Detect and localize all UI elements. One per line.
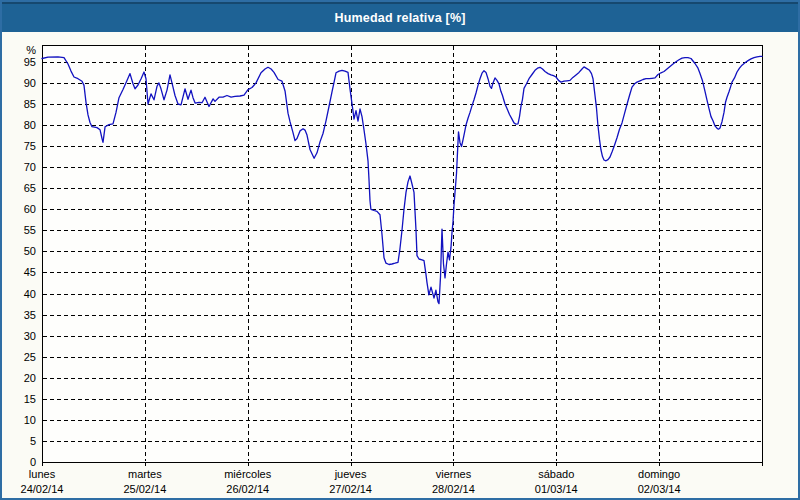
y-axis-tick-label: 60 bbox=[24, 203, 36, 215]
x-axis-date-label: 25/02/14 bbox=[123, 483, 166, 495]
y-axis-tick-label: 35 bbox=[24, 309, 36, 321]
x-axis-day-label: domingo bbox=[638, 468, 680, 480]
y-axis-tick-label: 50 bbox=[24, 245, 36, 257]
chart-window: Humedad relativa [%] 0 5 10 15 20 25 30 35 40 45 5… bbox=[0, 0, 800, 500]
x-axis-day-label: viernes bbox=[436, 468, 472, 480]
x-axis-day-label: lunes bbox=[29, 468, 56, 480]
x-axis-date-label: 02/03/14 bbox=[638, 483, 681, 495]
y-axis-tick-label: 65 bbox=[24, 182, 36, 194]
y-axis-tick-label: 70 bbox=[24, 161, 36, 173]
y-axis-unit-label: % bbox=[26, 44, 36, 56]
humidity-chart: 0 5 10 15 20 25 30 35 40 45 50 55 60 65 70 75 80 85 90 95% l… bbox=[2, 32, 800, 500]
y-axis-tick-label: 20 bbox=[24, 372, 36, 384]
y-axis-tick-label: 45 bbox=[24, 266, 36, 278]
y-axis-tick-label: 15 bbox=[24, 393, 36, 405]
x-axis-date-label: 28/02/14 bbox=[432, 483, 475, 495]
y-axis-tick-label: 40 bbox=[24, 288, 36, 300]
x-axis-date-label: 01/03/14 bbox=[535, 483, 578, 495]
y-axis-tick-label: 25 bbox=[24, 351, 36, 363]
plot-border bbox=[43, 46, 763, 463]
y-axis-tick-label: 5 bbox=[30, 435, 36, 447]
x-axis-date-label: 24/02/14 bbox=[21, 483, 64, 495]
y-axis-tick-label: 0 bbox=[30, 456, 36, 468]
x-axis-date-label: 27/02/14 bbox=[329, 483, 372, 495]
chart-area: 0 5 10 15 20 25 30 35 40 45 50 55 60 65 70 75 80 85 90 95% l… bbox=[2, 32, 800, 500]
y-axis-tick-label: 55 bbox=[24, 224, 36, 236]
x-axis-day-label: jueves bbox=[334, 468, 367, 480]
x-axis-day-label: miércoles bbox=[224, 468, 272, 480]
y-axis-tick-label: 75 bbox=[24, 140, 36, 152]
window-title-bar: Humedad relativa [%] bbox=[2, 2, 798, 32]
y-axis-tick-label: 10 bbox=[24, 414, 36, 426]
x-axis-date-label: 26/02/14 bbox=[226, 483, 269, 495]
window-title: Humedad relativa [%] bbox=[334, 11, 465, 25]
y-axis-tick-label: 80 bbox=[24, 119, 36, 131]
y-axis-tick-label: 85 bbox=[24, 98, 36, 110]
y-axis-tick-label: 95 bbox=[24, 56, 36, 68]
x-axis-day-label: martes bbox=[128, 468, 162, 480]
y-axis-tick-label: 90 bbox=[24, 77, 36, 89]
x-axis-day-label: sábado bbox=[538, 468, 574, 480]
y-axis-tick-label: 30 bbox=[24, 330, 36, 342]
